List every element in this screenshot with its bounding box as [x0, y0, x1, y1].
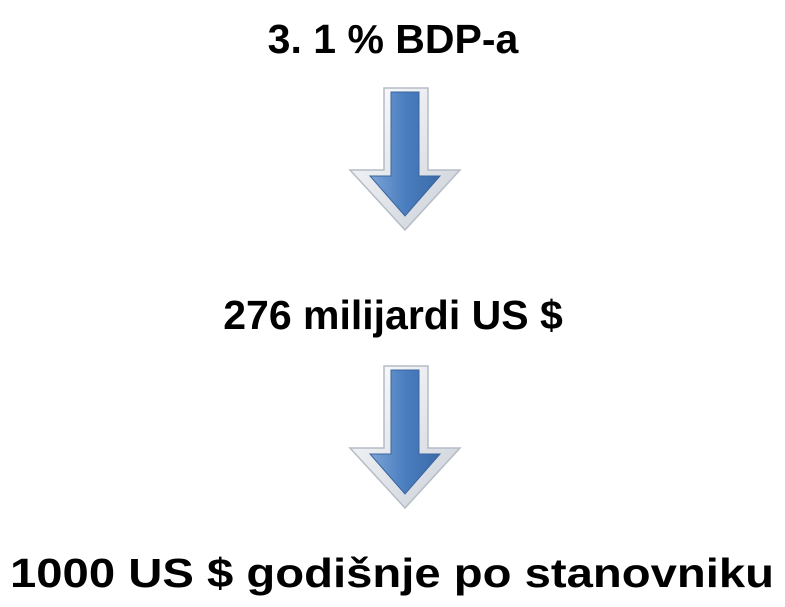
node-label: 1000 US $ godišnje po stanovniku — [10, 550, 774, 596]
arrow-body — [368, 91, 442, 217]
arrow — [348, 87, 462, 232]
node-label: 276 milijardi US $ — [223, 292, 563, 338]
arrow-body — [368, 369, 442, 495]
node-label: 3. 1 % BDP-a — [268, 16, 520, 62]
arrow — [348, 365, 462, 510]
